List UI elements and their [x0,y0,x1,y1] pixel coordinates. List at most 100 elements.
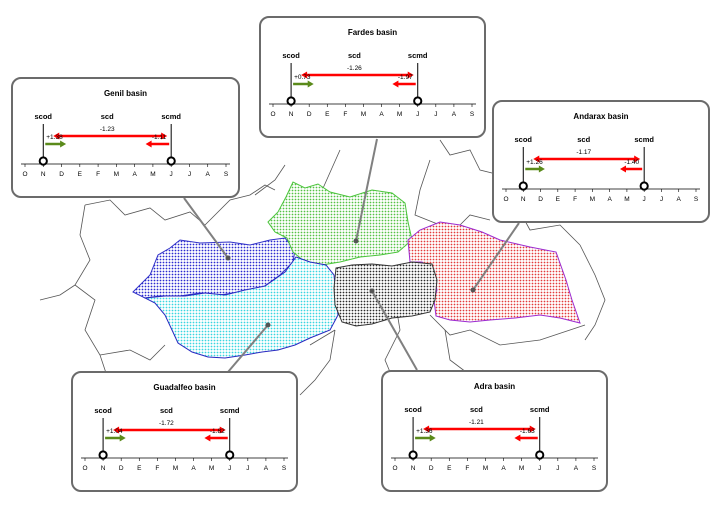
month-tick-label: D [59,171,64,178]
month-tick-label: E [325,111,330,118]
month-tick-label: F [573,196,577,203]
leader-line-andarax [472,222,520,291]
centroid-guadalfeo [265,322,271,328]
month-tick-label: F [465,465,469,472]
scd-value: -1.72 [159,420,174,427]
month-tick-label: F [155,465,159,472]
month-tick-label: S [224,171,229,178]
month-tick-label: N [521,196,526,203]
scmd-arrow [514,434,538,442]
month-tick-label: S [470,111,475,118]
month-tick-label: E [137,465,142,472]
scmd-marker [225,450,235,460]
month-tick-label: J [170,171,173,178]
month-tick-label: F [343,111,347,118]
scmd-marker [639,181,649,191]
scd-arrow [301,71,414,79]
leader-line-genil [183,197,229,259]
scd-value: -1.23 [100,126,115,133]
month-tick-label: S [592,465,597,472]
scmd-arrow [145,140,170,148]
scd-value: -1.21 [469,419,484,426]
region-guadalfeo [143,256,339,359]
month-tick-label: M [624,196,629,203]
month-tick-label: J [556,465,559,472]
scod-arrow [105,434,126,442]
scd-label: scd [577,135,590,144]
month-tick-label: A [501,465,506,472]
month-tick-label: O [392,465,397,472]
scod-label: scod [404,405,422,414]
scod-label: scod [94,406,112,415]
scod-label: scod [282,51,300,60]
scd-label: scd [348,51,361,60]
month-tick-label: S [282,465,287,472]
month-tick-label: A [452,111,457,118]
scmd-value: -1.82 [210,428,225,435]
month-tick-label: M [114,171,119,178]
month-tick-label: O [503,196,508,203]
month-tick-label: D [307,111,312,118]
panel-title: Genil basin [104,89,147,98]
scmd-label: scmd [408,51,428,60]
month-tick-label: M [519,465,524,472]
month-tick-label: F [96,171,100,178]
month-tick-label: M [150,171,155,178]
scod-marker [38,156,48,166]
scmd-value: -1.40 [624,159,639,166]
scmd-label: scmd [220,406,240,415]
month-tick-label: M [483,465,488,472]
scd-label: scd [160,406,173,415]
month-tick-label: N [289,111,294,118]
leader-line-fardes [355,138,378,242]
panel-title: Fardes basin [348,28,397,37]
leader-line-guadalfeo [227,324,269,373]
centroid-andarax [470,287,476,293]
scod-marker [518,181,528,191]
scod-marker [98,450,108,460]
month-tick-label: D [538,196,543,203]
centroid-fardes [353,238,359,244]
scod-value: +1.26 [526,159,543,166]
scd-arrow [423,425,536,433]
month-tick-label: J [246,465,249,472]
month-tick-label: D [429,465,434,472]
month-tick-label: J [434,111,437,118]
scod-arrow [525,165,545,173]
scod-value: +1.38 [46,134,63,141]
scod-arrow [293,80,314,88]
scd-arrow [53,132,168,140]
scod-arrow [45,140,67,148]
scd-arrow [113,426,226,434]
scmd-label: scmd [634,135,654,144]
scmd-label: scmd [530,405,550,414]
scmd-marker [166,156,176,166]
month-tick-label: J [228,465,231,472]
month-tick-label: M [590,196,595,203]
month-tick-label: O [82,465,87,472]
scod-value: +1.36 [416,428,433,435]
centroid-markers [225,238,476,328]
scmd-value: -1.63 [520,428,535,435]
leader-lines [183,138,520,373]
month-tick-label: N [41,171,46,178]
scd-value: -1.26 [347,65,362,72]
month-tick-label: M [361,111,366,118]
scod-label: scod [515,135,533,144]
scmd-label: scmd [161,112,181,121]
month-tick-label: J [538,465,541,472]
panel-title: Adra basin [474,382,515,391]
month-tick-label: A [677,196,682,203]
scod-value: +0.73 [294,74,311,81]
month-tick-label: M [397,111,402,118]
month-tick-label: N [411,465,416,472]
month-tick-label: D [119,465,124,472]
leader-line-adra [371,290,418,371]
